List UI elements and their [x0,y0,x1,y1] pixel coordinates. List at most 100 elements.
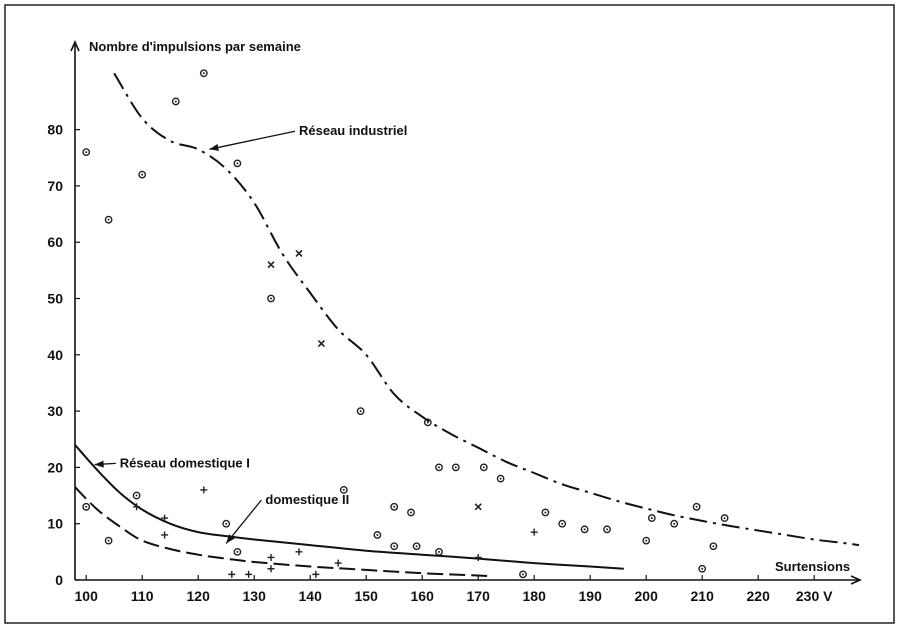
point-mark [270,297,272,300]
data-point [138,170,147,179]
point-mark [712,545,715,548]
point-mark [267,553,275,561]
data-point [390,502,399,511]
data-point [339,486,348,494]
point-mark [135,494,138,497]
data-point [161,514,169,522]
point-mark [541,508,550,517]
point-mark [356,407,365,415]
point-mark [390,502,399,511]
data-point [233,159,242,168]
annotation-arrowhead [94,460,104,468]
data-point [530,528,538,536]
y-tick-label: 10 [47,516,63,532]
x-tick-label: 150 [355,588,379,604]
x-tick-label: 100 [75,588,99,604]
point-mark [423,418,432,427]
annotation-arrow [209,130,296,150]
point-mark [233,547,242,556]
point-mark [359,410,362,413]
data-point [312,570,320,578]
data-point [496,474,505,483]
point-mark [393,505,396,508]
data-point [558,519,567,528]
data-point [295,249,303,258]
x-tick-label: 160 [411,588,435,604]
point-mark [376,533,379,536]
point-mark [312,570,320,578]
point-mark [438,466,440,469]
figure-frame [4,4,895,624]
x-tick-label: 200 [635,588,659,604]
data-point [720,514,729,522]
curves [74,72,860,578]
point-mark [435,463,443,472]
point-mark [438,550,440,553]
annotation-label: Réseau domestique I [120,455,250,470]
data-point [267,261,275,269]
data-point [435,547,443,556]
point-mark [673,522,676,525]
data-point [334,559,342,567]
x-tick-label: 230 V [796,588,833,604]
x-tick-label: 120 [187,588,211,604]
data-point [603,525,611,534]
point-mark [412,542,421,551]
data-point [709,542,718,551]
point-mark [670,519,679,528]
point-mark [82,148,91,157]
data-point [233,547,242,556]
data-point [580,525,589,534]
point-mark [720,514,729,522]
point-mark [317,339,325,348]
point-mark [171,97,180,106]
point-mark [141,173,144,176]
point-mark [645,539,648,542]
x-tick-label: 170 [467,588,491,604]
data-point [373,531,382,539]
annotations: Réseau industriel Réseau domestique I dome… [94,123,407,544]
point-mark [479,463,488,472]
point-mark [499,477,502,480]
point-mark [339,486,348,494]
y-tick-label: 20 [47,459,63,475]
point-mark [580,525,589,534]
point-mark [104,215,113,224]
point-mark [451,463,460,472]
y-tick-label: 50 [47,291,63,307]
data-point [267,294,275,303]
x-tick-label: 190 [579,588,603,604]
point-mark [723,517,726,520]
point-mark [200,486,208,494]
x-tick-label: 210 [691,588,715,604]
data-point [670,519,679,528]
point-mark [435,547,443,556]
x-tick-label: 140 [299,588,323,604]
annotation-label: domestique II [265,492,349,507]
y-tick-label: 0 [55,572,63,588]
data-point [423,418,432,427]
annotation-arrow [225,499,262,544]
point-mark [606,528,608,531]
point-mark [410,511,412,514]
curve-reseau-domestique-i [74,444,624,570]
data-point [222,519,231,528]
data-point [479,463,488,472]
data-point [692,502,701,511]
data-point [82,502,91,511]
data-point [451,463,460,472]
point-mark [426,421,429,424]
point-mark [474,553,482,561]
data-point [541,508,550,517]
point-mark [342,488,345,491]
data-point [104,536,113,545]
data-point [407,508,415,517]
point-mark [709,542,718,551]
x-tick-label: 180 [523,588,547,604]
data-point [104,215,113,224]
point-mark [603,525,611,534]
data-point [356,407,365,415]
point-mark [236,550,239,553]
data-point [642,536,651,545]
data-point [267,565,275,573]
